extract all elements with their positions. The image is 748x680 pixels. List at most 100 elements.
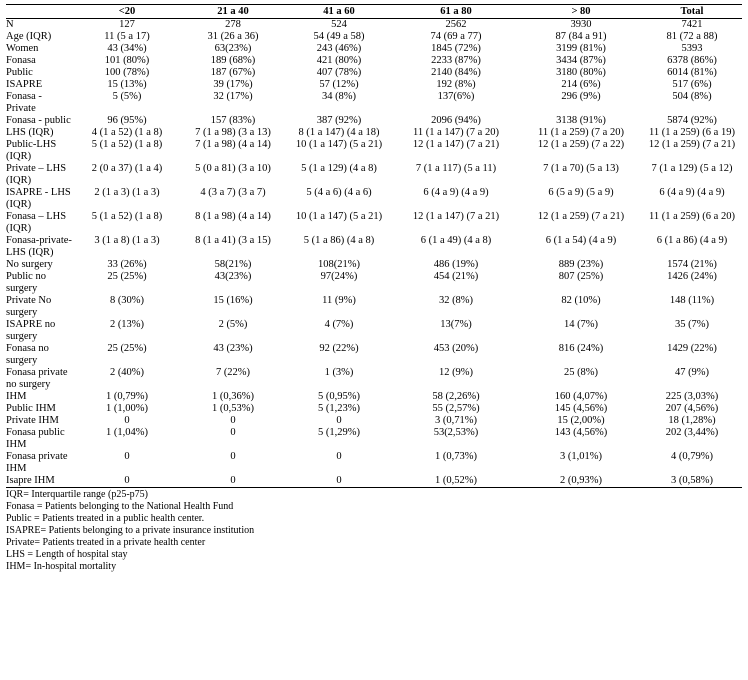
row-label: Fonasa-private-LHS (IQR): [6, 235, 72, 258]
row-label: Fonasa: [6, 55, 36, 66]
table-cell: 296 (9%): [561, 91, 601, 102]
table-cell: 11 (1 a 259) (6 a 20): [649, 211, 735, 222]
table-row: LHS (IQR) 4 (1 a 52) (1 a 8) 7 (1 a 98) (3…: [6, 127, 742, 139]
table-cell: 32 (8%): [438, 295, 474, 306]
row-label: Fonasa public IHM: [6, 427, 65, 450]
row-label: Public no surgery: [6, 271, 46, 294]
footnote-line: LHS = Length of hospital stay: [6, 549, 128, 560]
table-cell: 13(7%): [440, 319, 472, 330]
table-cell: 148 (11%): [669, 295, 715, 306]
table-cell: 1 (0,36%): [212, 391, 254, 402]
table-cell: 8 (1 a 147) (4 a 18): [298, 127, 380, 138]
row-label: ISAPRE - LHS (IQR): [6, 187, 71, 210]
table-cell: 0: [336, 451, 342, 462]
table-cell: 7 (22%): [215, 367, 251, 378]
document: <20 21 a 40 41 a 60 61 a 80 > 80 Total N…: [6, 4, 742, 573]
table-row: IHM 1 (0,79%) 1 (0,36%) 5 (0,95%) 58 (2,26%)…: [6, 391, 742, 403]
table-row: Isapre IHM 0 0 0 1 (0,52%) 2 (0,93%) 3 (0,58%): [6, 475, 742, 488]
table-cell: 0: [124, 415, 130, 426]
table-cell: 12 (1 a 259) (7 a 22): [537, 139, 625, 150]
table-cell: 4 (1 a 52) (1 a 8): [91, 127, 163, 138]
table-cell: 807 (25%): [558, 271, 604, 282]
table-cell: 97(24%): [320, 271, 358, 282]
table-cell: 25 (8%): [563, 367, 599, 378]
table-cell: 31 (26 a 36): [207, 31, 259, 42]
table-row: Fonasa no surgery 25 (25%) 43 (23%) 92 (22%…: [6, 343, 742, 367]
table-cell: 7 (1 a 117) (5 a 11): [415, 163, 497, 174]
table-cell: 454 (21%): [433, 271, 479, 282]
table-cell: 12 (1 a 259) (7 a 21): [648, 139, 736, 150]
row-label: Fonasa – LHS (IQR): [6, 211, 67, 234]
table-cell: 7421: [681, 19, 703, 30]
table-cell: 2140 (84%): [431, 67, 481, 78]
table-cell: 0: [336, 415, 342, 426]
table-row: Public-LHS (IQR) 5 (1 a 52) (1 a 8) 7 (1 a…: [6, 139, 742, 163]
table-cell: 58 (2,26%): [432, 391, 480, 402]
table-row: Fonasa private IHM 0 0 0 1 (0,73%) 3 (1,01%) 4…: [6, 451, 742, 475]
table-cell: 3180 (80%): [556, 67, 606, 78]
table-cell: 12 (1 a 147) (7 a 21): [412, 211, 500, 222]
table-cell: 5 (1,23%): [318, 403, 360, 414]
table-cell: 127: [119, 19, 135, 30]
table-cell: 486 (19%): [433, 259, 479, 270]
table-cell: 58(21%): [214, 259, 252, 270]
footnote-line: Public = Patients treated in a public he…: [6, 513, 205, 524]
data-table: <20 21 a 40 41 a 60 61 a 80 > 80 Total N…: [6, 4, 742, 488]
table-row: Private No surgery 8 (30%) 15 (16%) 11 (9%)…: [6, 295, 742, 319]
column-header: 41 a 60: [286, 4, 392, 19]
table-cell: 4 (3 a 7) (3 a 7): [200, 187, 266, 198]
table-cell: 453 (20%): [433, 343, 479, 354]
table-cell: 100 (78%): [104, 67, 150, 78]
table-cell: 504 (8%): [672, 91, 712, 102]
table-cell: 12 (9%): [438, 367, 474, 378]
table-row: Fonasa - Private 5 (5%) 32 (17%) 34 (8%) 137…: [6, 91, 742, 115]
column-header: Total: [642, 4, 742, 19]
table-cell: 101 (80%): [104, 55, 150, 66]
table-cell: 5 (1 a 129) (4 a 8): [301, 163, 377, 174]
column-header: <20: [74, 4, 180, 19]
table-cell: 63(23%): [214, 43, 252, 54]
table-cell: 816 (24%): [558, 343, 604, 354]
table-cell: 207 (4,56%): [665, 403, 719, 414]
row-label: LHS (IQR): [6, 127, 54, 138]
table-cell: 2 (5%): [218, 319, 248, 330]
table-row: Public IHM 1 (1,00%) 1 (0,53%) 5 (1,23%) 55 …: [6, 403, 742, 415]
table-row: Fonasa – LHS (IQR) 5 (1 a 52) (1 a 8) 8 (1…: [6, 211, 742, 235]
table-cell: 2 (40%): [109, 367, 145, 378]
row-label: Fonasa private IHM: [6, 451, 68, 474]
table-cell: 43 (34%): [107, 43, 147, 54]
table-cell: 25 (25%): [107, 343, 147, 354]
table-cell: 43 (23%): [213, 343, 253, 354]
table-cell: 0: [230, 415, 236, 426]
table-cell: 0: [230, 451, 236, 462]
table-row: Fonasa - public 96 (95%) 157 (83%) 387 (92%…: [6, 115, 742, 127]
table-cell: 7 (1 a 98) (3 a 13): [195, 127, 271, 138]
table-cell: 11 (9%): [322, 295, 356, 306]
table-cell: 4 (0,79%): [671, 451, 713, 462]
row-label: No surgery: [6, 259, 53, 270]
table-cell: 1 (0,52%): [392, 475, 520, 488]
table-cell: 5393: [681, 43, 703, 54]
row-label: ISAPRE no surgery: [6, 319, 56, 342]
table-cell: 137(6%): [437, 91, 475, 102]
row-label: N: [6, 19, 14, 30]
table-cell: 2 (0 a 37) (1 a 4): [91, 163, 163, 174]
table-cell: 82 (10%): [561, 295, 601, 306]
table-row: ISAPRE no surgery 2 (13%) 2 (5%) 4 (7%) 13(7…: [6, 319, 742, 343]
column-header: 21 a 40: [180, 4, 286, 19]
table-row: Public 100 (78%) 187 (67%) 407 (78%) 2140 (8…: [6, 67, 742, 79]
table-cell: 5 (5%): [112, 91, 142, 102]
table-cell: 1 (0,53%): [212, 403, 254, 414]
table-cell: 387 (92%): [316, 115, 362, 126]
table-header: <20 21 a 40 41 a 60 61 a 80 > 80 Total: [6, 4, 742, 19]
table-cell: 6 (5 a 9) (5 a 9): [548, 187, 614, 198]
table-cell: 6 (1 a 86) (4 a 9): [656, 235, 728, 246]
table-cell: 12 (1 a 147) (7 a 21): [412, 139, 500, 150]
row-label: Isapre IHM: [6, 475, 74, 488]
table-cell: 143 (4,56%): [554, 427, 608, 438]
table-row: Fonasa private no surgery 2 (40%) 7 (22%) 1…: [6, 367, 742, 391]
table-cell: 3199 (81%): [556, 43, 606, 54]
table-cell: 54 (49 a 58): [313, 31, 365, 42]
table-cell: 11 (5 a 17): [104, 31, 150, 42]
table-cell: 0: [180, 475, 286, 488]
